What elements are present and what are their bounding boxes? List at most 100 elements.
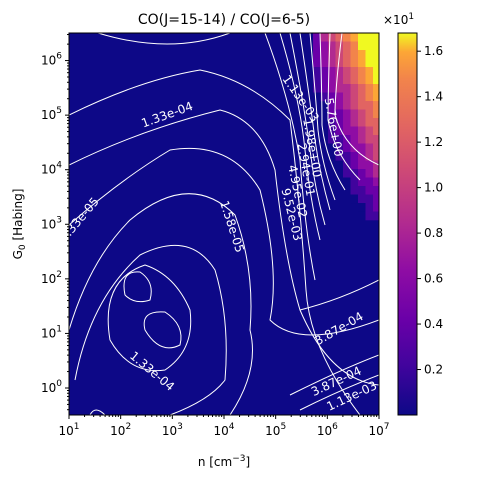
heatmap-cell bbox=[350, 186, 359, 195]
heatmap-cell bbox=[320, 75, 329, 85]
y-tick-label: 103 bbox=[41, 215, 62, 231]
heatmap-cell bbox=[373, 194, 379, 204]
heatmap-cell bbox=[335, 75, 344, 85]
y-tick-label: 104 bbox=[41, 161, 62, 177]
heatmap-cell bbox=[335, 41, 344, 51]
heatmap-cell bbox=[350, 126, 359, 136]
heatmap-cell bbox=[343, 152, 351, 161]
x-axis: 101 102 103 104 105 106 107 bbox=[58, 415, 390, 438]
heatmap-cell bbox=[373, 177, 379, 187]
heatmap-cell bbox=[373, 75, 379, 85]
colorbar-tick-label: 0.4 bbox=[424, 317, 443, 331]
heatmap-cell bbox=[335, 160, 344, 170]
heatmap-cell bbox=[358, 84, 366, 93]
heatmap-cell bbox=[328, 118, 336, 127]
colorbar-tick-label: 1.6 bbox=[424, 44, 443, 58]
heatmap-cell bbox=[343, 67, 351, 76]
colorbar-ticks: 0.2 0.4 0.6 0.8 1.0 1.2 1.4 1.6 bbox=[417, 44, 443, 377]
heatmap-cell bbox=[350, 109, 359, 119]
heatmap-cell bbox=[365, 118, 374, 127]
heatmap-cell bbox=[373, 211, 379, 221]
heatmap-cell bbox=[328, 92, 336, 102]
heatmap-cell bbox=[358, 186, 366, 195]
heatmap-cell bbox=[373, 109, 379, 119]
contour-line bbox=[299, 279, 379, 311]
heatmap-cell bbox=[373, 67, 379, 76]
heatmap-cell bbox=[350, 33, 359, 42]
heatmap-cell bbox=[350, 177, 359, 187]
heatmap-cell bbox=[343, 109, 351, 119]
heatmap-cell bbox=[343, 118, 351, 127]
heatmap-cell bbox=[335, 58, 344, 68]
heatmap-cell bbox=[313, 50, 321, 59]
heatmap-cell bbox=[350, 152, 359, 161]
heatmap-cell bbox=[343, 126, 351, 136]
heatmap-cell bbox=[335, 109, 344, 119]
heatmap-cell bbox=[358, 194, 366, 204]
heatmap-cell bbox=[365, 211, 374, 221]
heatmap-cell bbox=[313, 67, 321, 76]
heatmap-cell bbox=[320, 50, 329, 59]
heatmap-cell bbox=[350, 118, 359, 127]
contour-line bbox=[89, 409, 106, 415]
heatmap-cell bbox=[350, 135, 359, 144]
heatmap-cell bbox=[373, 58, 379, 68]
heatmap-cell bbox=[320, 67, 329, 76]
y-tick-label: 105 bbox=[41, 106, 62, 122]
heatmap-cell bbox=[358, 160, 366, 170]
heatmap-cell bbox=[358, 92, 366, 102]
heatmap-cell bbox=[358, 75, 366, 85]
heatmap-cell bbox=[365, 169, 374, 178]
heatmap-cell bbox=[335, 143, 344, 153]
contour-line bbox=[69, 109, 379, 386]
heatmap-cell bbox=[358, 152, 366, 161]
heatmap-cell bbox=[343, 101, 351, 110]
heatmap-cell bbox=[365, 177, 374, 187]
heatmap-cell bbox=[328, 50, 336, 59]
heatmap-cell bbox=[335, 92, 344, 102]
heatmap-cell bbox=[328, 143, 336, 153]
heatmap-cell bbox=[350, 101, 359, 110]
heatmap-cell bbox=[335, 101, 344, 110]
heatmap-cell bbox=[373, 84, 379, 93]
heatmap-cell bbox=[373, 152, 379, 161]
heatmap-cell bbox=[343, 84, 351, 93]
contour-line bbox=[279, 33, 321, 241]
x-tick-label: 102 bbox=[110, 422, 131, 438]
y-tick-label: 100 bbox=[41, 379, 62, 395]
heatmap-cell bbox=[373, 143, 379, 153]
heatmap-cell bbox=[365, 126, 374, 136]
contour-line bbox=[264, 33, 316, 281]
y-tick-label: 102 bbox=[41, 270, 62, 286]
heatmap-cell bbox=[365, 101, 374, 110]
heatmap-cell bbox=[343, 33, 351, 42]
contour-line bbox=[319, 33, 346, 191]
contour-line bbox=[97, 33, 231, 45]
heatmap-cell bbox=[358, 67, 366, 76]
heatmap-cell bbox=[365, 50, 374, 59]
heatmap-cell bbox=[373, 203, 379, 212]
heatmap-cell bbox=[328, 109, 336, 119]
heatmap-cell bbox=[328, 67, 336, 76]
x-axis-label: n [cm−3] bbox=[198, 454, 250, 469]
contour-line bbox=[74, 244, 227, 415]
heatmap-cell bbox=[313, 58, 321, 68]
heatmap-cell bbox=[343, 169, 351, 178]
heatmap-cell bbox=[358, 177, 366, 187]
heatmap-cell bbox=[358, 109, 366, 119]
colorbar-tick-label: 0.6 bbox=[424, 272, 443, 286]
heatmap-cell bbox=[320, 92, 329, 102]
heatmap-cell bbox=[320, 58, 329, 68]
contour-line bbox=[69, 69, 361, 415]
heatmap-cell bbox=[365, 33, 374, 42]
colorbar-tick-label: 1.2 bbox=[424, 135, 443, 149]
heatmap-cell bbox=[313, 92, 321, 102]
heatmap-cell bbox=[358, 118, 366, 127]
contour-line bbox=[327, 33, 361, 181]
plot-area: 1.13e-031.33e-04 5.76e+001.98e+004.95e-02… bbox=[57, 32, 380, 416]
heatmap-cell bbox=[373, 41, 379, 51]
heatmap-cell bbox=[343, 58, 351, 68]
heatmap-cell bbox=[328, 75, 336, 85]
x-tick-label: 101 bbox=[58, 422, 79, 438]
heatmap-cell bbox=[358, 203, 366, 212]
